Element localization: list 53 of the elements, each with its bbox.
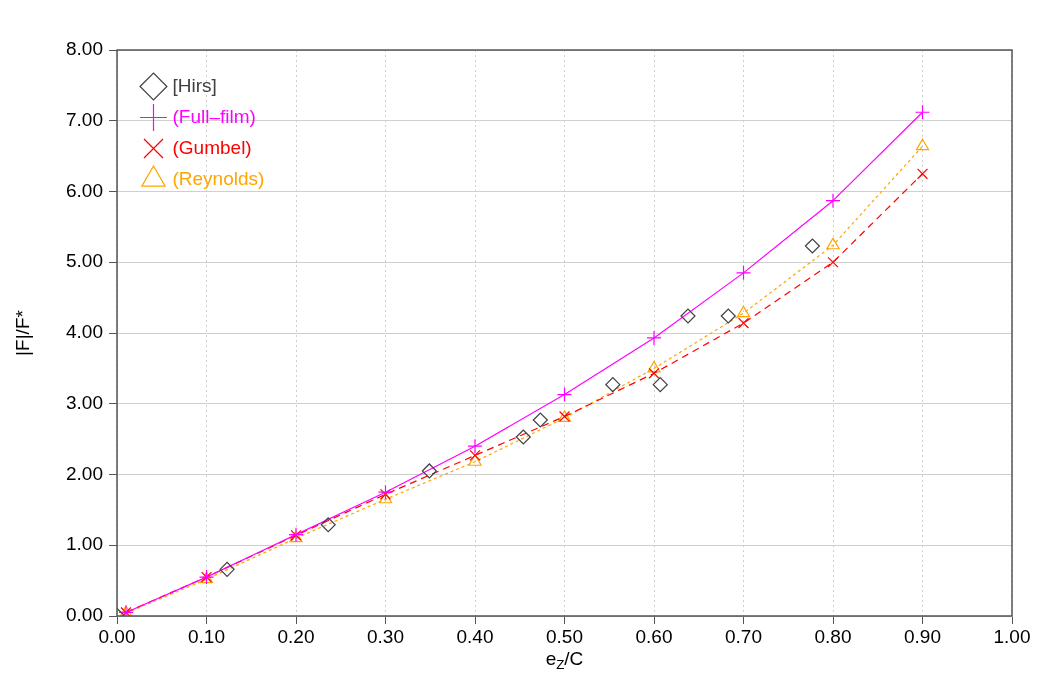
y-tick-label: 8.00 <box>66 38 103 60</box>
point <box>915 138 930 151</box>
point <box>737 317 750 329</box>
legend-label: (Reynolds) <box>172 167 265 189</box>
point <box>736 305 751 318</box>
point <box>556 386 573 403</box>
x-tick-label: 0.10 <box>188 625 225 647</box>
x-tick-label: 0.00 <box>98 625 136 647</box>
point <box>916 168 929 180</box>
point <box>914 104 931 120</box>
x-tick-label: 0.90 <box>904 625 941 647</box>
legend-label: (Full–film) <box>172 105 256 127</box>
x-tick-label: 0.30 <box>367 625 404 647</box>
y-tick-label: 1.00 <box>66 533 103 555</box>
x-tick-label: 0.70 <box>725 625 762 647</box>
y-tick-label: 6.00 <box>66 179 103 201</box>
point <box>825 193 841 209</box>
x-tick-label: 0.80 <box>814 625 852 647</box>
point <box>652 377 668 393</box>
x-tick-label: 0.50 <box>546 625 583 647</box>
x-tick-label: 1.00 <box>993 625 1031 647</box>
y-tick-label: 5.00 <box>66 250 103 272</box>
point <box>646 330 662 346</box>
point <box>421 463 437 479</box>
point <box>320 517 336 533</box>
point <box>467 438 483 454</box>
legend-label: (Gumbel) <box>172 136 252 158</box>
point <box>377 484 394 500</box>
point <box>648 367 660 379</box>
y-tick-label: 2.00 <box>66 462 103 484</box>
point <box>378 491 393 504</box>
x-tick-label: 0.20 <box>277 625 315 647</box>
y-tick-label: 3.00 <box>66 391 103 413</box>
x-tick-label: 0.60 <box>635 625 673 647</box>
point <box>647 360 661 373</box>
point <box>827 256 839 268</box>
point <box>379 488 392 500</box>
point <box>735 265 752 281</box>
y-tick-label: 0.00 <box>66 604 103 626</box>
point <box>515 429 531 445</box>
point <box>532 412 548 428</box>
point <box>826 237 840 250</box>
point <box>219 561 235 577</box>
point <box>469 449 481 461</box>
x-tick-label: 0.40 <box>456 625 494 647</box>
legend-label: [Hirs] <box>172 74 217 96</box>
y-tick-label: 4.00 <box>66 321 103 343</box>
point <box>804 238 821 254</box>
point <box>720 308 736 324</box>
y-tick-label: 7.00 <box>66 108 103 130</box>
point <box>605 377 621 393</box>
point <box>680 308 696 324</box>
y-axis-title: |F|/F* <box>12 309 34 356</box>
